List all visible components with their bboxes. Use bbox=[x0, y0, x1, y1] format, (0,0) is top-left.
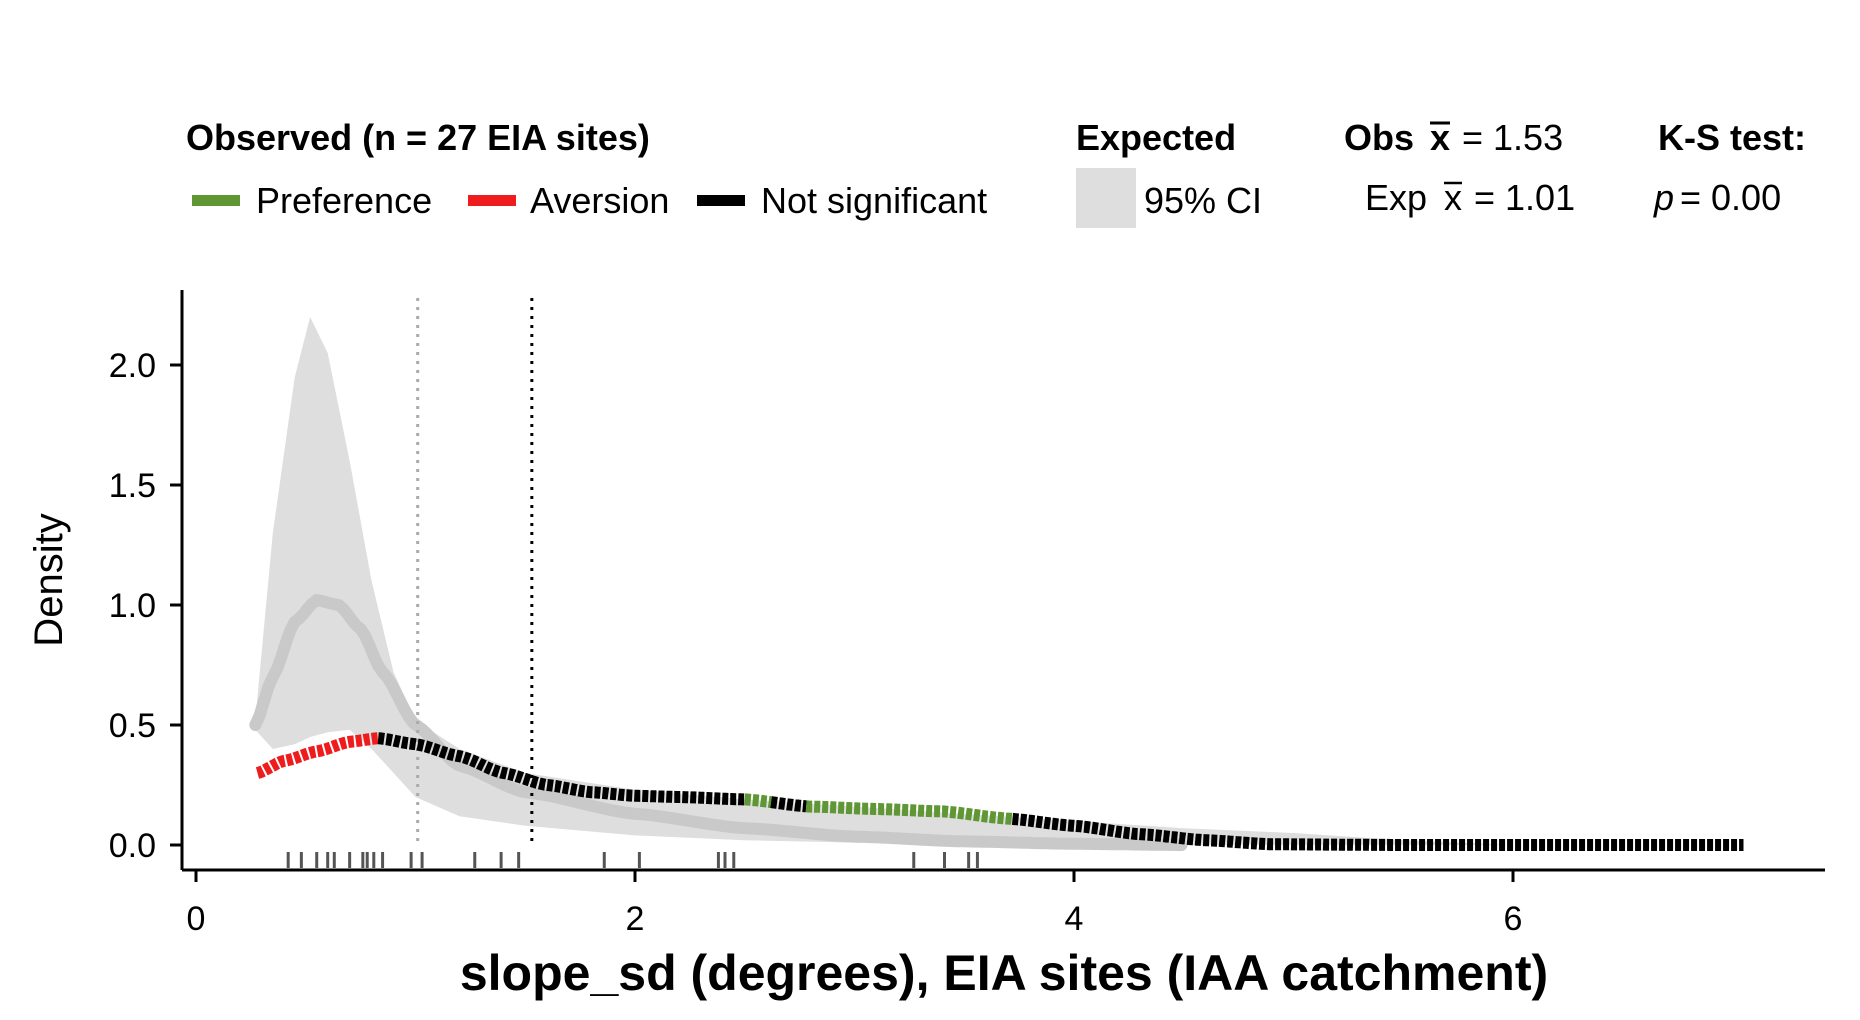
y-tick-label: 0.0 bbox=[109, 827, 156, 865]
x-ticks: 0 2 4 6 bbox=[187, 870, 1523, 938]
aversion-swatch bbox=[468, 195, 516, 206]
legend-preference-label: Preference bbox=[256, 180, 432, 221]
legend-observed-title: Observed (n = 27 EIA sites) bbox=[186, 117, 650, 158]
expected-ci-band bbox=[255, 317, 1513, 845]
y-tick-label: 1.5 bbox=[109, 467, 156, 505]
p-value: = 0.00 bbox=[1680, 177, 1781, 218]
legend-not-significant-label: Not significant bbox=[761, 180, 987, 221]
not-significant-swatch bbox=[697, 195, 745, 206]
observed-segment-preference bbox=[744, 793, 772, 809]
y-ticks: 0.0 0.5 1.0 1.5 2.0 bbox=[109, 347, 182, 865]
observed-segment-not_significant bbox=[377, 732, 745, 806]
x-tick-label: 4 bbox=[1065, 900, 1084, 938]
preference-swatch bbox=[192, 195, 240, 206]
expected-ci-band-layer bbox=[255, 317, 1513, 845]
rug-layer bbox=[286, 852, 979, 868]
exp-mean-prefix: Exp bbox=[1365, 177, 1427, 218]
observed-segment-not_significant bbox=[770, 796, 807, 813]
p-symbol: p bbox=[1653, 177, 1674, 218]
x-tick-label: 0 bbox=[187, 900, 206, 938]
exp-mean-value: = 1.01 bbox=[1474, 177, 1575, 218]
observed-density-layer bbox=[255, 732, 1744, 851]
legend-expected-title: Expected bbox=[1076, 117, 1236, 158]
ci-swatch bbox=[1076, 168, 1136, 228]
obs-xbar-symbol: x bbox=[1430, 117, 1450, 158]
expected-mean-line-layer bbox=[249, 593, 1188, 851]
plot-panel: 0 2 4 6 0.0 0.5 1.0 1.5 2.0 slope_sd (degrees),… bbox=[27, 290, 1825, 1001]
obs-mean-prefix: Obs bbox=[1344, 117, 1414, 158]
observed-segment-preference bbox=[805, 800, 1014, 825]
legend: Observed (n = 27 EIA sites) Preference A… bbox=[186, 117, 1806, 228]
observed-segment-aversion bbox=[255, 732, 379, 779]
x-axis-title: slope_sd (degrees), EIA sites (IAA catch… bbox=[460, 945, 1548, 1001]
legend-ci-label: 95% CI bbox=[1144, 180, 1262, 221]
ks-test-title: K-S test: bbox=[1658, 117, 1806, 158]
exp-xbar-symbol: x bbox=[1444, 177, 1462, 218]
y-axis-title: Density bbox=[27, 513, 71, 646]
y-tick-label: 1.0 bbox=[109, 587, 156, 625]
y-tick-label: 0.5 bbox=[109, 707, 156, 745]
y-tick-label: 2.0 bbox=[109, 347, 156, 385]
expected-mean-line bbox=[249, 593, 1188, 851]
x-tick-label: 2 bbox=[626, 900, 645, 938]
legend-aversion-label: Aversion bbox=[530, 180, 669, 221]
obs-mean-value: = 1.53 bbox=[1462, 117, 1563, 158]
x-tick-label: 6 bbox=[1504, 900, 1523, 938]
observed-segment-not_significant bbox=[1011, 812, 1744, 851]
mean-lines-layer bbox=[416, 298, 534, 845]
